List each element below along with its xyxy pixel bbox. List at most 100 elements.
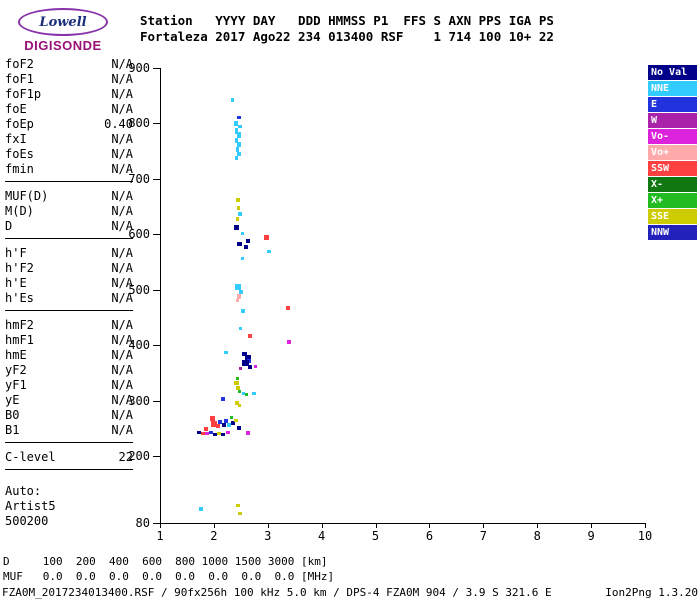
echo-point bbox=[235, 156, 239, 161]
echo-point bbox=[244, 354, 251, 360]
echo-point bbox=[235, 198, 240, 203]
y-axis-tick bbox=[153, 456, 160, 458]
parameter-value: N/A bbox=[111, 132, 133, 146]
echo-point bbox=[235, 284, 242, 291]
parameter-row: h'F2 N/A bbox=[5, 261, 133, 276]
parameter-row: foEp 0.40 bbox=[5, 117, 133, 132]
echo-point bbox=[235, 127, 239, 134]
echo-point bbox=[196, 430, 201, 434]
parameter-label: foF1 bbox=[5, 72, 34, 86]
legend-entry-x: X- bbox=[648, 177, 697, 192]
echo-point bbox=[217, 431, 222, 435]
x-axis-label: 8 bbox=[533, 529, 541, 543]
x-axis-label: 5 bbox=[371, 529, 380, 543]
y-axis-tick bbox=[153, 68, 160, 69]
echo-point bbox=[201, 431, 206, 435]
echo-point bbox=[286, 305, 291, 310]
x-axis-label: 1 bbox=[156, 529, 164, 543]
ionogram-plot bbox=[160, 68, 646, 524]
y-axis-label: 600 bbox=[128, 227, 150, 242]
echo-point bbox=[233, 419, 238, 423]
echo-point bbox=[240, 309, 245, 314]
echo-point bbox=[209, 431, 214, 435]
x-axis-label: 3 bbox=[264, 529, 272, 543]
echo-point bbox=[236, 503, 241, 507]
echo-point bbox=[237, 124, 242, 128]
parameter-row: B1 N/A bbox=[5, 423, 133, 438]
echo-point bbox=[237, 116, 242, 120]
muf-row: MUF 0.0 0.0 0.0 0.0 0.0 0.0 0.0 0.0 [MHz… bbox=[3, 570, 335, 583]
echo-point bbox=[245, 393, 249, 397]
parameter-value: N/A bbox=[111, 348, 133, 362]
echo-point bbox=[254, 365, 258, 369]
status-file-info: FZA0M_2017234013400.RSF / 90fx256h 100 k… bbox=[2, 586, 552, 599]
legend-entry-nnw: NNW bbox=[648, 225, 697, 240]
autoscaler-info-line: Artist5 bbox=[5, 499, 56, 513]
echo-point bbox=[234, 400, 239, 405]
y-axis-tick bbox=[153, 123, 160, 125]
echo-point bbox=[204, 427, 209, 432]
echo-point bbox=[248, 364, 253, 369]
parameter-label: h'F bbox=[5, 246, 27, 260]
parameter-label: B1 bbox=[5, 423, 20, 437]
logo-lowell-text: Lowell bbox=[39, 14, 87, 30]
echo-point bbox=[227, 423, 232, 428]
echo-point bbox=[224, 350, 229, 354]
parameter-row: C-level 22 bbox=[5, 450, 133, 465]
parameter-value: N/A bbox=[111, 189, 133, 203]
status-program-version: Ion2Png 1.3.20 bbox=[605, 586, 698, 599]
lowell-digisonde-logo: Lowell DIGISONDE bbox=[6, 8, 120, 53]
parameter-label: foEs bbox=[5, 147, 34, 161]
echo-point bbox=[252, 391, 257, 395]
legend-entry-w: W bbox=[648, 113, 697, 128]
y-axis-tick bbox=[153, 289, 160, 291]
echo-point bbox=[236, 241, 242, 246]
parameter-row: yE N/A bbox=[5, 393, 133, 408]
parameter-row: yF2 N/A bbox=[5, 363, 133, 378]
parameter-label: h'F2 bbox=[5, 261, 34, 275]
parameter-value: N/A bbox=[111, 393, 133, 407]
y-axis-label: 800 bbox=[128, 116, 150, 131]
echo-point bbox=[238, 512, 243, 516]
parameter-label: foF2 bbox=[5, 57, 34, 71]
parameter-label: yE bbox=[5, 393, 20, 407]
echo-point bbox=[236, 293, 241, 299]
parameter-row: h'E N/A bbox=[5, 276, 133, 291]
parameter-value: N/A bbox=[111, 162, 133, 176]
echo-point bbox=[242, 352, 248, 357]
echo-point bbox=[241, 360, 249, 367]
echo-point bbox=[236, 146, 240, 152]
parameter-row: fxI N/A bbox=[5, 132, 133, 147]
parameter-row: hmF2 N/A bbox=[5, 318, 133, 333]
x-axis-tick bbox=[321, 523, 323, 528]
echo-point bbox=[212, 432, 217, 436]
parameter-label: M(D) bbox=[5, 204, 34, 218]
echo-point bbox=[209, 416, 215, 422]
parameter-value: N/A bbox=[111, 363, 133, 377]
autoscaler-info-line: 500200 bbox=[5, 514, 49, 528]
parameter-label: fxI bbox=[5, 132, 27, 146]
echo-point bbox=[241, 231, 245, 235]
x-axis-tick bbox=[213, 523, 215, 528]
parameter-label: B0 bbox=[5, 408, 20, 422]
parameter-label: hmF2 bbox=[5, 318, 34, 332]
parameter-divider bbox=[5, 310, 133, 311]
echo-point bbox=[221, 422, 226, 427]
parameter-label: hmF1 bbox=[5, 333, 34, 347]
parameter-value: 0.40 bbox=[104, 117, 133, 131]
parameter-value: 22 bbox=[118, 450, 133, 464]
echo-point bbox=[236, 132, 241, 139]
x-axis-tick bbox=[537, 523, 539, 528]
parameter-value: N/A bbox=[111, 147, 133, 161]
parameter-divider bbox=[5, 181, 133, 182]
parameter-label: hmE bbox=[5, 348, 27, 362]
echo-point bbox=[287, 339, 292, 344]
legend-entry-vo: Vo+ bbox=[648, 145, 697, 160]
echo-point bbox=[235, 137, 239, 143]
x-axis-label: 7 bbox=[479, 529, 487, 543]
echo-point bbox=[236, 425, 241, 430]
parameter-label: foEp bbox=[5, 117, 34, 131]
parameter-label: h'E bbox=[5, 276, 27, 290]
echo-point bbox=[231, 97, 235, 102]
parameter-row: foF2 N/A bbox=[5, 57, 133, 72]
